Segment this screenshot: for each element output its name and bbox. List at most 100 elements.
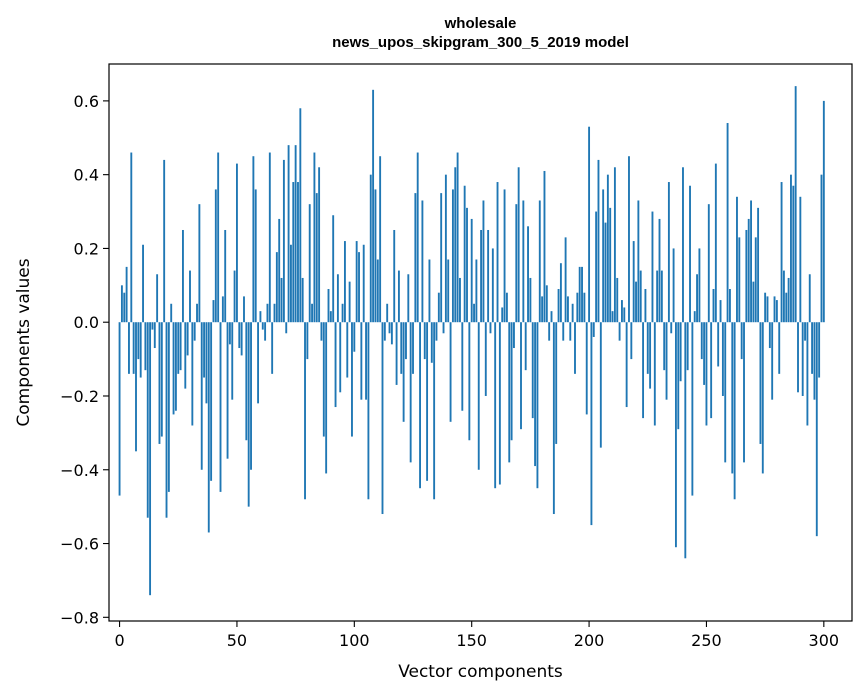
bar bbox=[515, 204, 518, 323]
bar bbox=[419, 322, 421, 489]
y-tick-label: 0.4 bbox=[74, 166, 99, 185]
bar bbox=[139, 322, 142, 378]
bar bbox=[261, 322, 264, 330]
y-tick-label: 0.2 bbox=[74, 239, 99, 258]
bar bbox=[806, 322, 809, 426]
bar bbox=[660, 270, 663, 323]
bar bbox=[407, 274, 410, 323]
bar bbox=[581, 266, 583, 323]
bars-group bbox=[118, 86, 825, 596]
x-tick-label: 0 bbox=[114, 631, 124, 650]
bar bbox=[259, 311, 262, 323]
bar bbox=[470, 218, 473, 323]
bar bbox=[733, 322, 736, 500]
x-tick-label: 200 bbox=[574, 631, 605, 650]
bar bbox=[315, 193, 318, 323]
bar bbox=[268, 152, 271, 323]
bar bbox=[191, 322, 194, 426]
bar bbox=[773, 296, 776, 323]
bar bbox=[167, 322, 170, 492]
bar bbox=[684, 322, 687, 559]
y-axis-ticks: −0.8 −0.6 −0.4 −0.2 0.0 0.2 0.4 0.6 bbox=[60, 92, 109, 627]
bar bbox=[644, 289, 647, 323]
bar bbox=[207, 322, 210, 533]
bar bbox=[365, 322, 367, 400]
bar bbox=[158, 322, 161, 444]
bar bbox=[731, 322, 734, 474]
bar bbox=[686, 322, 689, 371]
bar bbox=[172, 322, 175, 415]
y-tick-label: −0.8 bbox=[60, 608, 99, 627]
bar bbox=[780, 182, 783, 323]
bar bbox=[790, 174, 792, 323]
bar bbox=[440, 193, 443, 323]
bar bbox=[747, 218, 750, 323]
bar bbox=[534, 322, 537, 467]
bar bbox=[545, 285, 548, 323]
bar bbox=[592, 322, 595, 337]
bar bbox=[599, 322, 602, 448]
bar bbox=[212, 300, 215, 323]
bar bbox=[799, 196, 802, 323]
bar bbox=[151, 322, 154, 330]
bar bbox=[787, 277, 790, 323]
bar bbox=[325, 322, 328, 474]
bar bbox=[177, 322, 180, 374]
bar bbox=[442, 322, 445, 334]
bar bbox=[670, 322, 673, 334]
bar bbox=[224, 229, 227, 323]
bar bbox=[343, 241, 346, 323]
bar bbox=[764, 292, 767, 323]
bar bbox=[142, 244, 144, 323]
bar bbox=[736, 196, 738, 323]
bar bbox=[717, 322, 720, 367]
x-tick-label: 250 bbox=[691, 631, 722, 650]
bar bbox=[250, 322, 252, 470]
bar bbox=[642, 322, 645, 419]
bar bbox=[484, 322, 487, 396]
bar bbox=[524, 322, 527, 371]
bar bbox=[456, 152, 459, 323]
bar bbox=[576, 292, 579, 323]
bar bbox=[714, 163, 717, 323]
bar bbox=[264, 322, 267, 341]
bar bbox=[182, 229, 184, 323]
bar bbox=[724, 322, 727, 463]
bar bbox=[498, 322, 501, 485]
bar bbox=[529, 277, 532, 323]
bar bbox=[238, 322, 241, 349]
bar bbox=[447, 259, 450, 323]
bar bbox=[750, 200, 752, 323]
bar bbox=[153, 322, 156, 349]
bar bbox=[437, 292, 440, 323]
bar bbox=[541, 296, 544, 323]
bar bbox=[785, 292, 788, 323]
x-axis-ticks: 0 50 100 150 200 250 300 bbox=[114, 621, 839, 650]
bar bbox=[562, 322, 565, 341]
bar bbox=[311, 303, 313, 323]
x-axis-label: Vector components bbox=[398, 662, 563, 682]
bar bbox=[656, 270, 659, 323]
bar bbox=[494, 322, 497, 489]
bar bbox=[400, 322, 403, 374]
bar bbox=[543, 170, 546, 323]
bar bbox=[707, 204, 710, 323]
bar bbox=[710, 322, 713, 419]
bar bbox=[266, 303, 269, 323]
bar bbox=[123, 292, 126, 323]
bar bbox=[219, 322, 222, 492]
bar bbox=[740, 322, 743, 360]
bar bbox=[705, 322, 708, 426]
bar bbox=[628, 156, 630, 323]
bar bbox=[700, 322, 703, 360]
bar bbox=[811, 322, 814, 374]
bar bbox=[616, 277, 619, 323]
bar bbox=[282, 159, 285, 323]
bar bbox=[393, 229, 396, 323]
bar bbox=[285, 322, 288, 334]
bar bbox=[125, 266, 128, 323]
bar bbox=[203, 322, 206, 378]
bar bbox=[383, 322, 386, 341]
bar bbox=[501, 307, 504, 323]
bar bbox=[193, 322, 196, 341]
